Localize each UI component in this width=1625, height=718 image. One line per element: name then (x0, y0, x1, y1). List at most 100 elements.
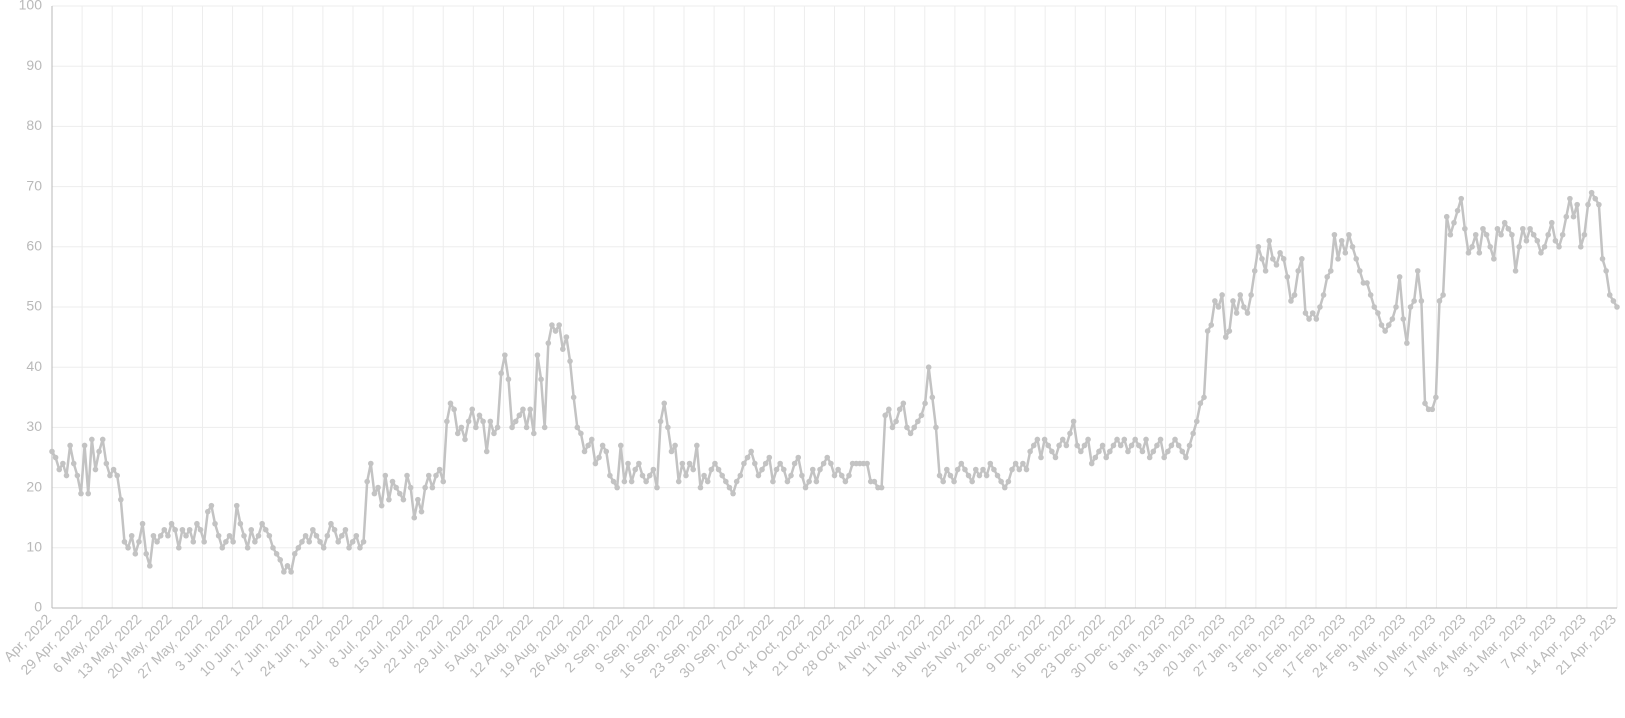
series-marker (955, 467, 961, 473)
series-marker (281, 569, 287, 575)
series-marker (1013, 461, 1019, 467)
series-marker (524, 425, 530, 431)
series-marker (966, 473, 972, 479)
series-marker (890, 425, 896, 431)
series-marker (1524, 238, 1530, 244)
line-chart: 0102030405060708090100Apr, 202229 Apr, 2… (0, 0, 1625, 718)
series-marker (578, 431, 584, 437)
series-marker (904, 425, 910, 431)
series-marker (1248, 292, 1254, 298)
series-marker (1538, 250, 1544, 256)
series-marker (85, 491, 91, 497)
series-marker (1390, 316, 1396, 322)
series-marker (136, 539, 142, 545)
series-marker (549, 322, 555, 328)
series-marker (1060, 437, 1066, 443)
series-marker (752, 461, 758, 467)
series-marker (864, 461, 870, 467)
series-marker (339, 533, 345, 539)
series-marker (766, 455, 772, 461)
series-marker (216, 533, 222, 539)
series-marker (473, 425, 479, 431)
series-marker (1611, 298, 1617, 304)
series-marker (991, 467, 997, 473)
series-marker (1179, 449, 1185, 455)
series-marker (433, 473, 439, 479)
series-marker (448, 401, 454, 407)
series-marker (277, 557, 283, 563)
series-marker (317, 539, 323, 545)
series-marker (716, 467, 722, 473)
series-marker (477, 413, 483, 419)
series-marker (1484, 232, 1490, 238)
series-marker (1462, 226, 1468, 232)
series-marker (839, 473, 845, 479)
series-marker (459, 425, 465, 431)
series-marker (1190, 431, 1196, 437)
series-marker (1045, 443, 1051, 449)
series-marker (738, 473, 744, 479)
series-marker (538, 376, 544, 382)
series-marker (611, 479, 617, 485)
series-marker (321, 545, 327, 551)
y-tick-label: 90 (26, 57, 42, 73)
series-marker (535, 352, 541, 358)
series-marker (234, 503, 240, 509)
series-marker (1223, 334, 1229, 340)
series-marker (1299, 256, 1305, 262)
series-marker (172, 527, 178, 533)
series-marker (1100, 443, 1106, 449)
series-marker (1227, 328, 1233, 334)
series-marker (75, 473, 81, 479)
series-marker (1016, 467, 1022, 473)
series-marker (1064, 443, 1070, 449)
series-marker (292, 551, 298, 557)
series-marker (1582, 232, 1588, 238)
series-marker (393, 485, 399, 491)
series-marker (328, 521, 334, 527)
series-marker (100, 437, 106, 443)
series-marker (190, 539, 196, 545)
series-marker (589, 437, 595, 443)
series-marker (1129, 443, 1135, 449)
series-marker (1607, 292, 1613, 298)
series-marker (1382, 328, 1388, 334)
series-marker (593, 461, 599, 467)
y-tick-label: 30 (26, 418, 42, 434)
series-marker (1531, 232, 1537, 238)
series-marker (785, 479, 791, 485)
series-marker (1408, 304, 1414, 310)
series-marker (651, 467, 657, 473)
series-marker (1324, 274, 1330, 280)
series-marker (658, 419, 664, 425)
series-marker (114, 473, 120, 479)
series-marker (1314, 316, 1320, 322)
series-marker (151, 533, 157, 539)
series-marker (469, 407, 475, 413)
series-marker (571, 395, 577, 401)
series-marker (1136, 443, 1142, 449)
series-marker (122, 539, 128, 545)
series-marker (1487, 244, 1493, 250)
series-marker (958, 461, 964, 467)
series-marker (835, 467, 841, 473)
series-marker (832, 473, 838, 479)
series-marker (1506, 226, 1512, 232)
series-marker (951, 479, 957, 485)
series-marker (140, 521, 146, 527)
series-marker (1158, 437, 1164, 443)
series-marker (1006, 479, 1012, 485)
series-marker (1270, 256, 1276, 262)
series-marker (1429, 407, 1435, 413)
series-marker (1371, 304, 1377, 310)
series-marker (1027, 449, 1033, 455)
series-marker (1553, 238, 1559, 244)
series-marker (1165, 449, 1171, 455)
series-marker (1433, 395, 1439, 401)
series-marker (397, 491, 403, 497)
series-marker (672, 443, 678, 449)
series-marker (1303, 310, 1309, 316)
series-marker (259, 521, 265, 527)
series-marker (375, 485, 381, 491)
y-tick-label: 70 (26, 177, 42, 193)
